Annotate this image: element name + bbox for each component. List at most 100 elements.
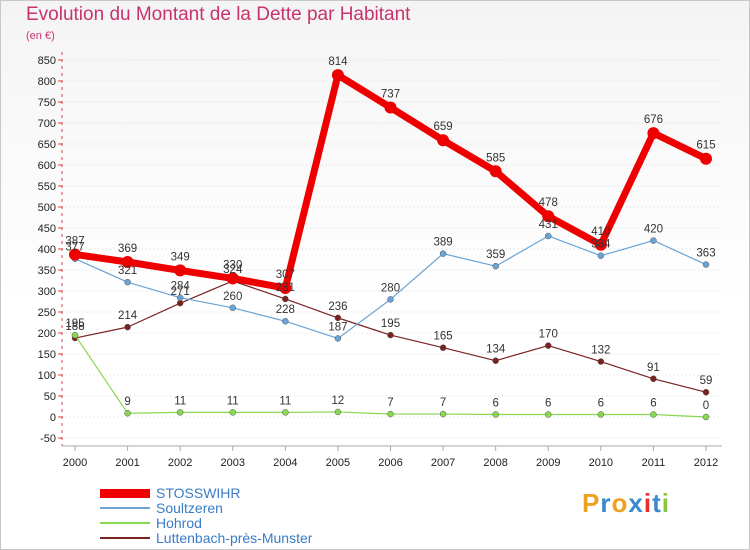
data-label: 11	[279, 395, 291, 407]
x-tick-label: 2009	[536, 457, 560, 469]
legend-swatch	[100, 507, 150, 509]
x-tick-label: 2010	[589, 457, 613, 469]
data-point	[647, 127, 660, 140]
data-point	[334, 335, 342, 342]
data-label: 431	[539, 219, 558, 231]
x-tick-label: 2007	[431, 457, 455, 469]
data-label: 187	[328, 321, 347, 333]
data-label: 330	[223, 259, 242, 271]
x-tick-label: 2011	[642, 457, 666, 469]
data-point	[176, 409, 184, 416]
data-point	[439, 410, 447, 418]
data-point	[650, 411, 657, 418]
data-labels: 3873693493303078147376595854784106766153…	[65, 56, 715, 412]
data-label: 228	[276, 304, 295, 316]
data-label: 377	[65, 242, 84, 254]
data-point	[387, 296, 394, 303]
data-point	[331, 69, 344, 82]
y-tick-label: 650	[38, 139, 56, 151]
x-tick-label: 2003	[221, 457, 245, 469]
axes	[58, 52, 722, 451]
data-point	[702, 261, 710, 268]
data-point	[282, 409, 289, 416]
data-label: 349	[171, 251, 190, 263]
data-point	[545, 232, 552, 240]
y-tick-label: 800	[38, 76, 56, 88]
data-point	[597, 358, 605, 365]
data-label: 170	[539, 329, 558, 341]
logo-letter: i	[661, 488, 670, 518]
data-point	[124, 323, 131, 331]
data-point	[279, 282, 292, 295]
data-point	[176, 299, 184, 307]
data-label: 236	[328, 301, 347, 313]
y-tick-label: 700	[38, 118, 56, 130]
y-tick-label: 850	[38, 55, 56, 67]
data-point	[334, 408, 342, 416]
data-point	[700, 152, 712, 165]
logo-letter: o	[611, 488, 629, 518]
y-tick-label: 0	[50, 412, 56, 424]
y-tick-label: 450	[38, 223, 56, 235]
y-tick-label: 500	[38, 202, 56, 214]
data-label: 132	[591, 345, 610, 357]
series-group	[69, 69, 712, 421]
x-tick-label: 2005	[326, 457, 350, 469]
data-label: 165	[433, 331, 452, 343]
data-label: 737	[381, 88, 400, 100]
logo-letter: t	[652, 488, 662, 518]
data-label: 359	[486, 249, 505, 261]
data-label: 9	[124, 396, 130, 408]
data-point	[174, 264, 187, 277]
data-point	[597, 411, 605, 418]
data-point	[282, 295, 289, 303]
data-label: 585	[486, 152, 505, 164]
data-label: 814	[328, 56, 348, 68]
y-tick-label: 600	[38, 160, 56, 172]
data-label: 134	[486, 344, 506, 356]
data-label: 6	[492, 397, 498, 409]
y-tick-label: 750	[38, 97, 56, 109]
data-label: 410	[591, 226, 610, 238]
data-label: 307	[276, 269, 295, 281]
data-point	[387, 410, 394, 418]
data-point	[545, 411, 552, 418]
y-tick-label: 400	[38, 244, 56, 256]
logo-letter: r	[600, 488, 612, 518]
data-label: 284	[171, 281, 191, 293]
data-label: 11	[174, 395, 186, 407]
logo-letter: x	[628, 488, 644, 518]
data-point	[489, 165, 502, 178]
data-point	[492, 411, 499, 418]
data-point	[594, 238, 607, 251]
data-label: 478	[539, 197, 558, 209]
data-point	[439, 344, 447, 351]
y-tick-label: 200	[38, 328, 56, 340]
data-label: 59	[700, 375, 713, 387]
data-point	[124, 278, 131, 286]
data-label: 188	[65, 321, 84, 333]
y-tick-label: 50	[44, 391, 56, 403]
y-tick-label: 250	[38, 307, 56, 319]
data-label: 12	[332, 395, 345, 407]
data-point	[702, 413, 710, 421]
data-point	[650, 375, 657, 383]
data-label: 615	[696, 140, 715, 152]
data-point	[229, 304, 236, 312]
data-point	[492, 262, 499, 270]
data-label: 7	[440, 397, 446, 409]
data-point	[387, 331, 394, 339]
legend-swatch	[100, 488, 150, 498]
x-tick-label: 2004	[273, 457, 297, 469]
logo-letter: P	[582, 488, 601, 518]
data-point	[124, 409, 131, 417]
data-label: 369	[118, 243, 137, 255]
data-label: 195	[381, 318, 400, 330]
data-point	[650, 237, 657, 244]
y-tick-labels: -50 0 50 100 150 200 250 300 350 400 450 500 550 600 6…	[38, 55, 56, 445]
data-label: 384	[591, 239, 611, 251]
y-tick-label: 550	[38, 181, 56, 193]
y-tick-label: 150	[38, 349, 56, 361]
x-tick-label: 2000	[63, 457, 87, 469]
